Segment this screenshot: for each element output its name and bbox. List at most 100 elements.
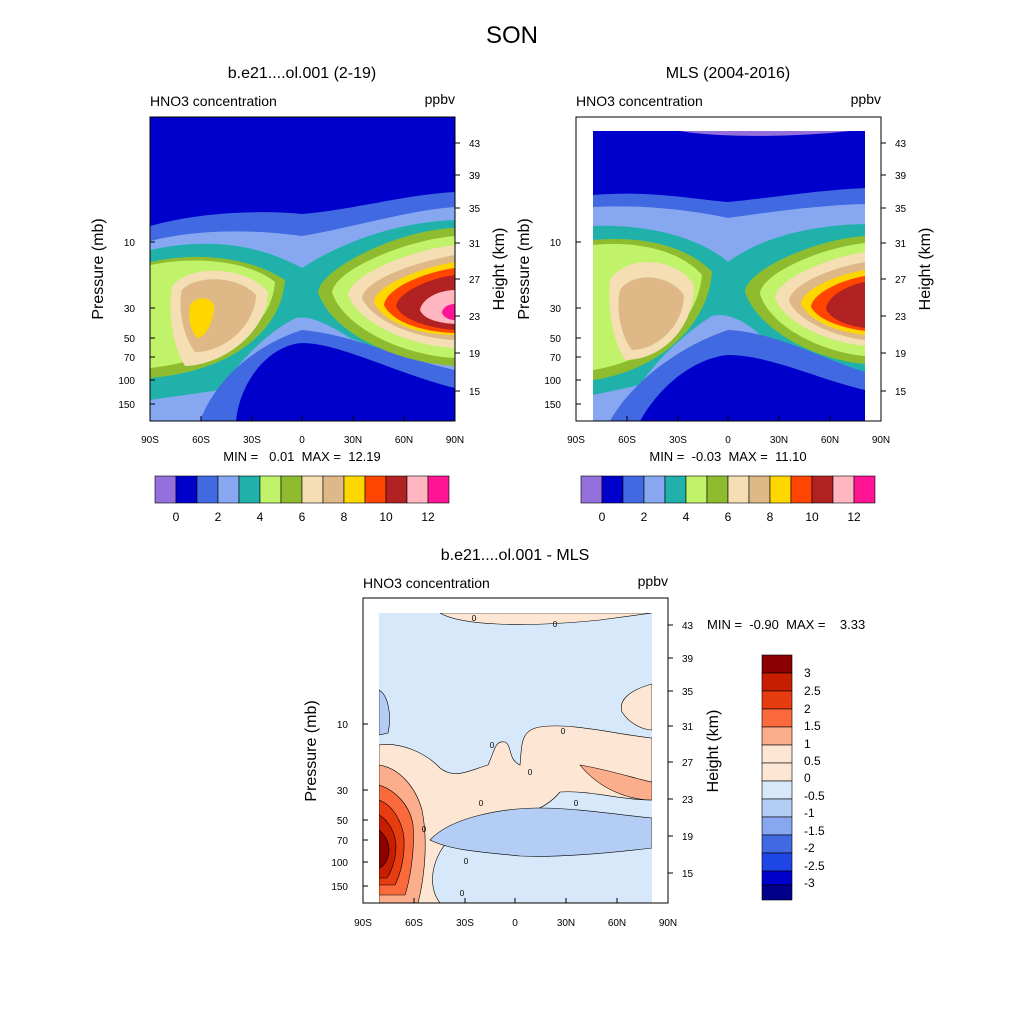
panel-model: b.e21....ol.001 (2-19) HNO3 concentratio…	[90, 65, 508, 524]
pressure-tick-label: 10	[337, 720, 349, 731]
x-tick-label: 60S	[192, 435, 210, 446]
height-tick-label: 27	[895, 275, 907, 286]
x-tick-label: 90N	[659, 918, 677, 929]
colorbar: 0 2 4 6 8 10 12	[580, 475, 876, 524]
height-tick-label: 35	[682, 687, 694, 698]
x-tick-label: 60N	[821, 435, 839, 446]
x-tick-label: 30S	[243, 435, 261, 446]
height-tick-label: 15	[469, 387, 481, 398]
height-tick-label: 31	[469, 239, 481, 250]
contour-fill	[429, 807, 652, 857]
min-max-readout: MIN = -0.03 MAX = 11.10	[649, 449, 806, 464]
colorbar-swatch	[685, 475, 708, 504]
x-tick-labels: 90S 60S 30S 0 30N 60N 90N	[567, 435, 890, 446]
contour-fill	[640, 355, 865, 421]
x-tick-label: 60N	[395, 435, 413, 446]
colorbar: 0 2 4 6 8 10 12	[154, 475, 450, 524]
colorbar-swatch	[580, 475, 603, 504]
contour-fill	[618, 277, 684, 350]
min-max-readout: MIN = -0.90 MAX = 3.33	[707, 617, 865, 632]
field-label: HNO3 concentration	[576, 93, 703, 109]
colorbar-swatch	[622, 475, 645, 504]
heatmap-plot	[593, 131, 865, 421]
height-tick-labels: 43 39 35 31 27 23 19 15	[682, 621, 694, 880]
colorbar-swatch	[761, 834, 793, 854]
colorbar-label: 3	[804, 666, 811, 680]
height-tick-label: 15	[895, 387, 907, 398]
colorbar-swatch	[761, 816, 793, 836]
colorbar-label: 0	[173, 510, 180, 524]
contour-label: 0	[490, 741, 495, 750]
panel-title: b.e21....ol.001 (2-19)	[228, 65, 377, 82]
colorbar-swatch	[761, 726, 793, 746]
pressure-tick-label: 50	[124, 334, 136, 345]
colorbar-label: -1	[804, 806, 815, 820]
x-tick-label: 0	[512, 918, 518, 929]
height-tick-label: 39	[895, 171, 907, 182]
x-tick-label: 60S	[405, 918, 423, 929]
colorbar-label: 2	[215, 510, 222, 524]
colorbar-swatch	[322, 475, 345, 504]
height-tick-label: 15	[682, 869, 694, 880]
pressure-tick-label: 30	[550, 304, 562, 315]
height-tick-labels: 43 39 35 31 27 23 19 15	[469, 139, 481, 398]
colorbar-swatch	[259, 475, 282, 504]
contour-fill	[379, 689, 390, 736]
heatmap-plot	[379, 613, 652, 903]
x-tick-label: 30S	[669, 435, 687, 446]
colorbar-label: 0.5	[804, 754, 821, 768]
units-label: ppbv	[638, 573, 668, 589]
colorbar-label: 0	[599, 510, 606, 524]
pressure-tick-label: 30	[337, 786, 349, 797]
contour-label: 0	[422, 825, 427, 834]
pressure-tick-label: 50	[337, 816, 349, 827]
colorbar-swatch	[238, 475, 261, 504]
height-tick-label: 27	[469, 275, 481, 286]
y-axis-label-right: Height (km)	[917, 228, 934, 311]
y-axis-label: Pressure (mb)	[90, 218, 107, 319]
colorbar-swatch	[761, 654, 793, 674]
contour-labels: 0 0 0 0 0 0 0 0 0 0	[422, 614, 579, 898]
x-tick-label: 90S	[354, 918, 372, 929]
colorbar-label: 8	[767, 510, 774, 524]
colorbar-vertical: 3 2.5 2 1.5 1 0.5 0 -0.5 -1 -1.5 -2 -2.5…	[761, 654, 825, 901]
height-tick-label: 19	[682, 832, 694, 843]
x-tick-labels: 90S 60S 30S 0 30N 60N 90N	[141, 435, 464, 446]
colorbar-swatch	[811, 475, 834, 504]
x-tick-label: 0	[725, 435, 731, 446]
pressure-tick-label: 70	[550, 353, 562, 364]
height-tick-label: 31	[682, 722, 694, 733]
contour-fill	[442, 304, 455, 320]
height-tick-label: 43	[469, 139, 481, 150]
height-tick-labels: 43 39 35 31 27 23 19 15	[895, 139, 907, 398]
height-tick-label: 27	[682, 758, 694, 769]
contour-fill	[379, 829, 390, 869]
colorbar-swatch	[280, 475, 303, 504]
contour-label: 0	[561, 727, 566, 736]
colorbar-label: 12	[847, 510, 861, 524]
colorbar-label: -2	[804, 841, 815, 855]
contour-fill	[620, 683, 652, 731]
height-tick-label: 23	[469, 312, 481, 323]
pressure-tick-label: 100	[544, 376, 561, 387]
axis-ticks	[149, 142, 460, 421]
y-axis-label-right: Height (km)	[705, 710, 722, 793]
contour-label: 0	[472, 614, 477, 623]
colorbar-swatch	[364, 475, 387, 504]
colorbar-label: 4	[257, 510, 264, 524]
contour-fill	[189, 298, 214, 338]
colorbar-label: 6	[725, 510, 732, 524]
pressure-tick-labels: 10 30 50 70 100 150	[331, 720, 348, 893]
colorbar-swatch	[217, 475, 240, 504]
colorbar-label: 0	[804, 771, 811, 785]
contour-label: 0	[574, 799, 579, 808]
colorbar-label: 12	[421, 510, 435, 524]
contour-label: 0	[460, 889, 465, 898]
colorbar-swatch	[769, 475, 792, 504]
colorbar-swatch	[761, 780, 793, 800]
colorbar-swatch	[196, 475, 219, 504]
colorbar-swatch	[427, 475, 450, 504]
colorbar-swatch	[301, 475, 324, 504]
colorbar-swatch	[761, 690, 793, 710]
